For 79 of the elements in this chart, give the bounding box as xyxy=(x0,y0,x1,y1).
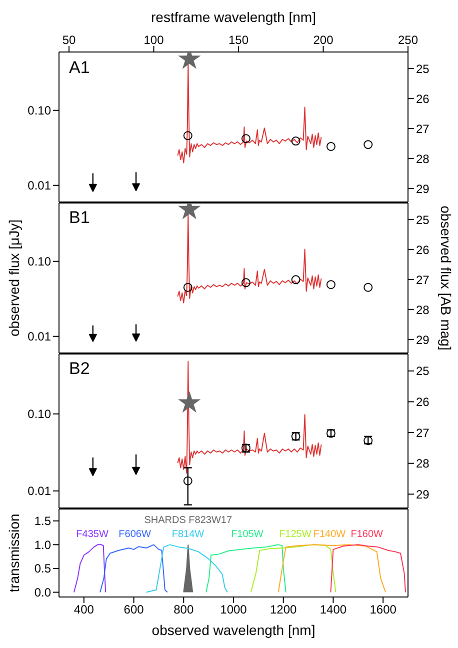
y-tick-label: 0.5 xyxy=(34,562,52,576)
y2-tick-label: 25 xyxy=(416,62,430,76)
x2-tick-label: 200 xyxy=(313,33,334,47)
y-tick-label: 0.0 xyxy=(34,586,52,600)
point xyxy=(88,468,97,476)
y-tick-label: 1.5 xyxy=(34,514,52,528)
y-tick-label: 0.01 xyxy=(28,178,52,193)
point xyxy=(291,136,300,146)
y2-tick-label: 29 xyxy=(416,487,430,502)
x2-tick-label: 250 xyxy=(398,33,418,47)
series-label: F140W xyxy=(313,529,346,540)
point xyxy=(241,134,250,144)
point xyxy=(132,466,140,475)
x-axis-title: observed wavelength [nm] xyxy=(152,622,316,638)
y2-tick-label: 28 xyxy=(416,456,430,471)
x-tick-label: 1200 xyxy=(270,602,298,617)
point xyxy=(326,142,336,151)
y2-tick-label: 26 xyxy=(416,395,430,409)
line-series xyxy=(278,544,386,593)
y-tick-label: 0.10 xyxy=(28,407,52,422)
point xyxy=(178,390,201,413)
point xyxy=(183,131,192,140)
y2-tick-label: 29 xyxy=(416,332,430,347)
y2-tick-label: 26 xyxy=(416,242,430,257)
point xyxy=(183,476,192,486)
line-series xyxy=(177,360,322,474)
x-tick-label: 1400 xyxy=(320,602,347,617)
y2-tick-label: 26 xyxy=(416,92,430,106)
y2-tick-label: 27 xyxy=(416,426,430,440)
point xyxy=(291,275,300,284)
y2-tick-label: 25 xyxy=(416,364,430,378)
series-label: F105W xyxy=(231,529,264,540)
series-label: F606W xyxy=(118,529,152,540)
point xyxy=(132,334,140,342)
point xyxy=(364,140,373,150)
point xyxy=(364,282,373,292)
x-tick-label: 600 xyxy=(124,602,144,617)
point xyxy=(183,282,192,292)
point xyxy=(132,183,140,192)
y-tick-label: 0.10 xyxy=(28,104,52,118)
x2-axis-title: restframe wavelength [nm] xyxy=(151,8,316,25)
line-series xyxy=(73,544,106,593)
y-tick-label: 0.10 xyxy=(28,254,52,269)
x-tick-label: 800 xyxy=(174,602,194,617)
series-label: F125W xyxy=(279,529,312,540)
line-series xyxy=(330,544,406,593)
series-label: F814W xyxy=(172,529,205,540)
y-tick-label: 0.01 xyxy=(28,330,52,344)
line-series xyxy=(146,544,228,593)
x-tick-label: 1600 xyxy=(370,602,397,617)
x2-tick-label: 100 xyxy=(144,33,164,47)
line-series xyxy=(100,544,168,593)
y2-tick-label: 28 xyxy=(416,302,430,317)
y2-tick-label: 29 xyxy=(416,182,430,196)
y2-axis-title: observed flux [AB mag] xyxy=(438,206,454,350)
x-tick-label: 400 xyxy=(74,602,94,617)
line-series xyxy=(206,544,286,593)
series-label: F435W xyxy=(76,529,109,540)
y2-tick-label: 27 xyxy=(416,272,430,287)
series-label: F160W xyxy=(350,529,384,540)
text: SHARDS F823W17 xyxy=(144,515,232,526)
point xyxy=(241,278,250,288)
line-series xyxy=(250,544,336,593)
y2-tick-label: 25 xyxy=(416,212,430,227)
y2-tick-label: 28 xyxy=(416,152,430,166)
y-axis-title: transmission xyxy=(6,514,22,592)
chart-title: B2 xyxy=(69,359,90,379)
point xyxy=(88,334,97,342)
x2-tick-label: 150 xyxy=(228,33,249,47)
x2-tick-label: 50 xyxy=(62,33,76,47)
x-tick-label: 1000 xyxy=(220,602,248,617)
point xyxy=(88,184,97,192)
y-tick-label: 0.01 xyxy=(28,484,52,498)
chart-title: B1 xyxy=(69,208,90,228)
y-axis-title: observed flux [μJy] xyxy=(6,219,22,337)
y2-tick-label: 27 xyxy=(416,122,430,136)
point xyxy=(326,280,336,290)
chart-title: A1 xyxy=(69,58,90,78)
y-tick-label: 1.0 xyxy=(34,538,52,552)
